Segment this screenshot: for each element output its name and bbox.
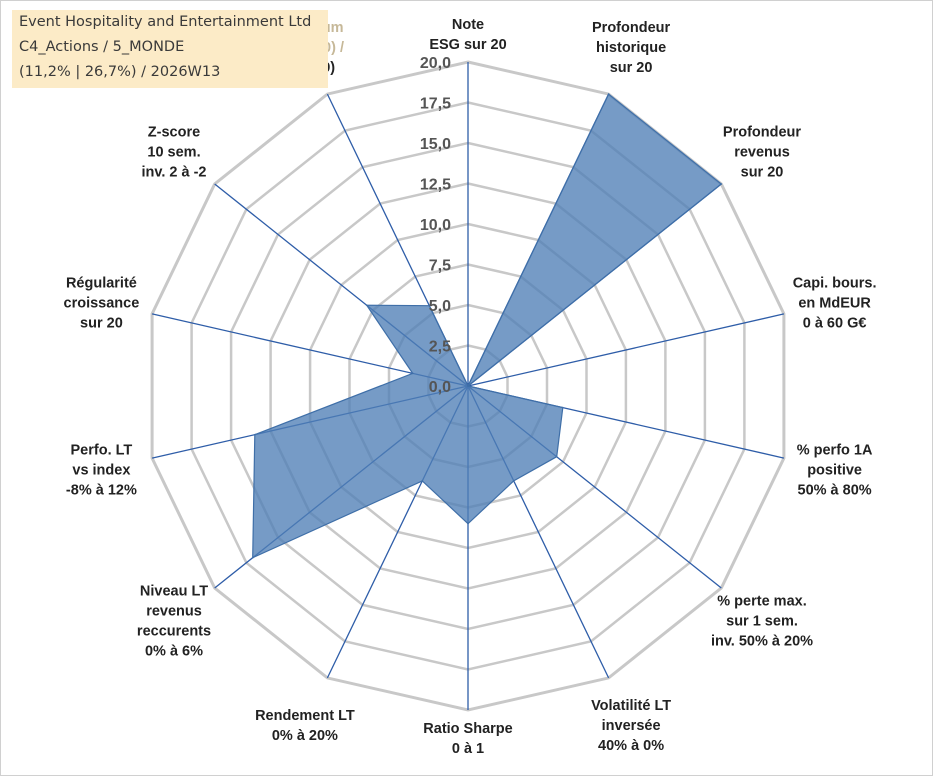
axis-label-line: % perte max. xyxy=(717,593,806,609)
axis-label-line: inversée xyxy=(602,718,661,734)
axis-label-line: 40% à 0% xyxy=(598,738,664,754)
axis-label-line: reccurents xyxy=(137,623,211,639)
tick-label: 10,0 xyxy=(420,217,451,234)
axis-label-line: 0% à 20% xyxy=(272,728,338,744)
axis-label-line: Capi. bours. xyxy=(793,275,877,291)
axis-label-line: vs index xyxy=(72,463,130,479)
info-box: Event Hospitality and Entertainment Ltd … xyxy=(12,10,328,88)
data-point xyxy=(720,183,723,185)
data-point xyxy=(512,480,515,482)
data-point xyxy=(467,385,469,387)
tick-label: 15,0 xyxy=(420,136,451,153)
axis-label: Profondeur revenus sur 20 xyxy=(723,125,801,181)
axis-label-line: sur 20 xyxy=(741,165,784,181)
axis-label-line: Volatilité LT xyxy=(591,698,671,714)
axis-label: Perfo. LT vs index -8% à 12% xyxy=(66,443,137,499)
axis-label-line: 10 sem. xyxy=(147,145,200,161)
tick-label: 20,0 xyxy=(420,55,451,72)
radar-series xyxy=(251,93,723,559)
data-point xyxy=(421,480,424,482)
axis-label: Capi. bours. en MdEUR 0 à 60 G€ xyxy=(793,275,877,331)
data-point xyxy=(467,522,469,525)
axis-label-line: 0 à 1 xyxy=(452,741,484,757)
axis-label-line: 0% à 6% xyxy=(145,643,203,659)
tick-label: 5,0 xyxy=(429,298,451,315)
axis-label-line: revenus xyxy=(734,145,790,161)
axis-label: Note ESG sur 20 xyxy=(429,17,506,53)
tick-label: 12,5 xyxy=(420,177,451,194)
axis-label: Ratio Sharpe 0 à 1 xyxy=(423,721,512,757)
axis-label-line: Ratio Sharpe xyxy=(423,721,512,737)
axis-label-line: Note xyxy=(452,17,484,33)
axis-label-line: Régularité xyxy=(66,275,137,291)
axis-label-line: sur 20 xyxy=(80,315,123,331)
axis-label-line: -8% à 12% xyxy=(66,483,137,499)
axis-label: % perfo 1A positive 50% à 80% xyxy=(797,443,873,499)
data-point xyxy=(251,556,254,559)
radar-axis-labels: Note ESG sur 20 Profondeur historique sur 20… xyxy=(64,17,877,757)
axis-label: Rendement LT 0% à 20% xyxy=(255,708,355,744)
data-point xyxy=(607,93,610,95)
axis-label-line: 50% à 80% xyxy=(798,483,872,499)
tick-label: 2,5 xyxy=(429,339,451,356)
axis-label-line: Rendement LT xyxy=(255,708,355,724)
axis-label-line: Perfo. LT xyxy=(71,443,133,459)
axis-label-line: sur 20 xyxy=(610,60,653,76)
tick-label: 17,5 xyxy=(420,96,451,113)
axis-label-line: Niveau LT xyxy=(140,583,208,599)
axis-label: % perte max. sur 1 sem. inv. 50% à 20% xyxy=(711,593,813,649)
data-point xyxy=(562,406,564,409)
axis-label-line: Profondeur xyxy=(723,125,801,141)
data-point xyxy=(428,304,431,307)
company-name: Event Hospitality and Entertainment Ltd xyxy=(19,14,312,30)
axis-label: Z-score 10 sem. inv. 2 à -2 xyxy=(141,125,206,181)
axis-label-line: croissance xyxy=(64,295,140,311)
tick-label: 0,0 xyxy=(429,379,451,396)
axis-label-line: positive xyxy=(807,463,862,479)
axis-label-line: historique xyxy=(596,40,666,56)
stats-week: (11,2% | 26,7%) / 2026W13 xyxy=(19,64,221,80)
axis-label-line: inv. 2 à -2 xyxy=(141,165,206,181)
axis-label-line: sur 1 sem. xyxy=(726,613,798,629)
radar-tick-labels: 0,0 2,5 5,0 7,5 10,0 12,5 15,0 17,5 20,0 xyxy=(420,55,451,396)
axis-label-line: ESG sur 20 xyxy=(429,37,506,53)
tick-label: 7,5 xyxy=(429,258,451,275)
axis-label-line: revenus xyxy=(146,603,202,619)
axis-label-line: en MdEUR xyxy=(798,295,871,311)
data-point xyxy=(254,433,256,436)
data-point xyxy=(411,372,414,375)
axis-label-line: inv. 50% à 20% xyxy=(711,633,813,649)
data-point xyxy=(555,455,558,458)
axis-label-line: Z-score xyxy=(148,125,200,141)
data-point xyxy=(365,304,368,307)
axis-label-line: % perfo 1A xyxy=(797,443,873,459)
axis-label: Volatilité LT inversée 40% à 0% xyxy=(591,698,671,754)
axis-label: Niveau LT revenus reccurents 0% à 6% xyxy=(137,583,211,659)
axis-label-line: 0 à 60 G€ xyxy=(803,315,867,331)
axis-spoke xyxy=(467,313,785,387)
category-path: C4_Actions / 5_MONDE xyxy=(19,39,185,55)
axis-label: Profondeur historique sur 20 xyxy=(592,20,670,76)
axis-label: Régularité croissance sur 20 xyxy=(64,275,140,331)
axis-label-line: Profondeur xyxy=(592,20,670,36)
